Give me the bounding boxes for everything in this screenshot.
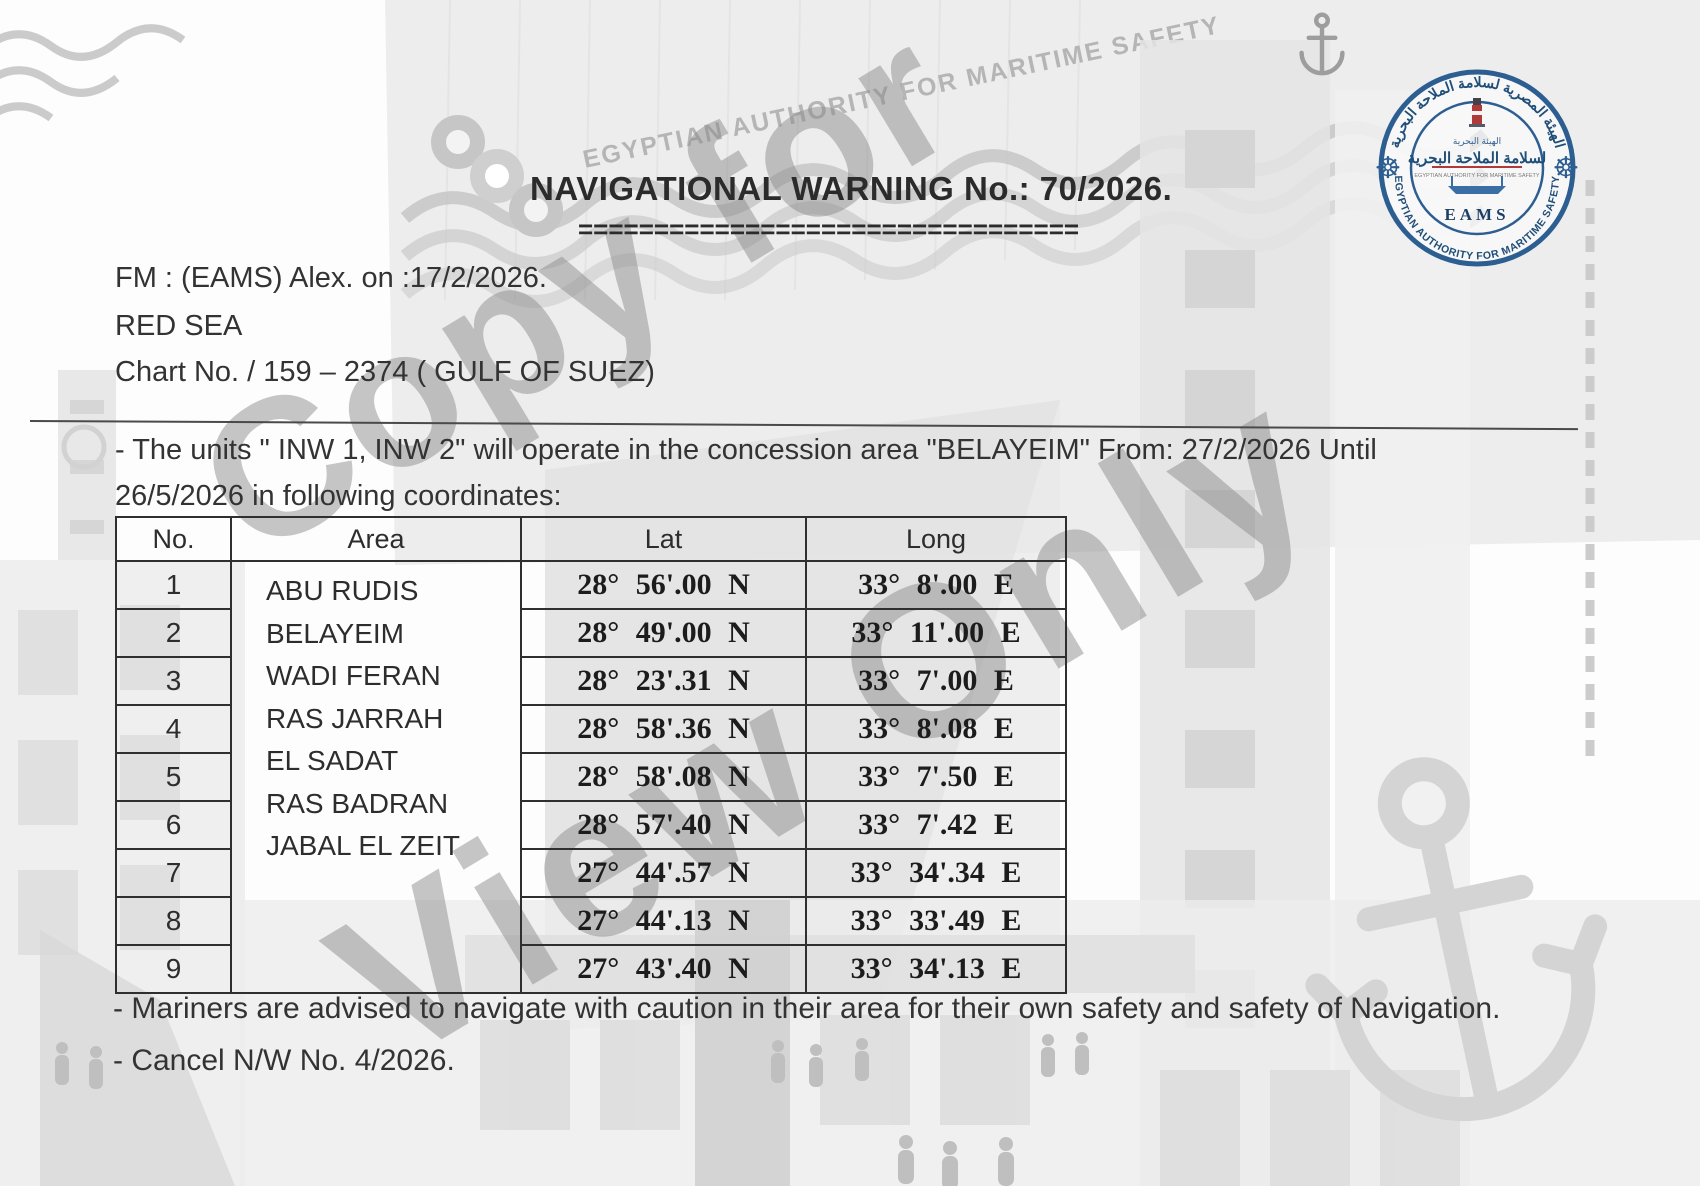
ship-wheel-icon: ☸ (1553, 152, 1580, 185)
stamp-abbr: EAMS (1444, 205, 1509, 224)
row-no: 8 (115, 896, 232, 946)
long-value: 33° 34'.13 E (805, 944, 1067, 994)
header-lat: Lat (520, 516, 807, 562)
table-row: 2 28° 49'.00 N 33° 11'.00 E (115, 608, 1067, 658)
table-row: 3 28° 23'.31 N 33° 7'.00 E (115, 656, 1067, 706)
area-name: ABU RUDIS (266, 575, 419, 606)
people-figures (55, 1032, 1089, 1186)
header-long: Long (805, 516, 1067, 562)
anchor-icon-small (1299, 12, 1345, 76)
long-value: 33° 7'.50 E (805, 752, 1067, 802)
lat-value: 27° 43'.40 N (520, 944, 807, 994)
long-value: 33° 33'.49 E (805, 896, 1067, 946)
porthole-icons (431, 115, 563, 237)
eams-stamp: الهيئة المصرية لسلامة الملاحة البحرية EG… (1375, 69, 1580, 267)
row-no: 6 (115, 800, 232, 850)
row-no: 5 (115, 752, 232, 802)
lat-value: 28° 56'.00 N (520, 560, 807, 610)
table-row: 4 28° 58'.36 N 33° 8'.08 E (115, 704, 1067, 754)
area-name: RAS BADRAN (266, 787, 449, 819)
lat-value: 28° 58'.36 N (520, 704, 807, 754)
header-no: No. (115, 516, 232, 562)
table-row: 6 28° 57'.40 N 33° 7'.42 E (115, 800, 1067, 850)
boat-icon (1448, 176, 1506, 194)
wave-logo-topleft (0, 24, 186, 122)
coordinates-table: No. Area Lat Long 1 ABU RUDIS BELAYEIM W… (115, 516, 1067, 994)
area-name: BELAYEIM (266, 617, 404, 649)
area-name: EL SADAT (266, 745, 399, 776)
storefront-windows (480, 1015, 1460, 1186)
from-line: FM : (EAMS) Alex. on :17/2/2026. (115, 262, 547, 294)
stamp-arabic-small: الهيئة البحرية (1453, 136, 1501, 147)
cancel-line: - Cancel N/W No. 4/2026. (113, 1044, 455, 1077)
area-cell: ABU RUDIS BELAYEIM WADI FERAN RAS JARRAH… (230, 560, 522, 994)
table-row: 1 ABU RUDIS BELAYEIM WADI FERAN RAS JARR… (115, 560, 1067, 994)
divider-line (29, 420, 1578, 431)
long-value: 33° 7'.42 E (805, 800, 1067, 850)
lat-value: 28° 58'.08 N (520, 752, 807, 802)
small-building-logo (61, 424, 107, 470)
bottom-left-roof (40, 930, 235, 1186)
chart-number-line: Chart No. / 159 – 2374 ( GULF OF SUEZ) (115, 356, 655, 388)
area-name: JABAL EL ZEIT (266, 830, 460, 861)
stamp-arabic-main: لسلامة الملاحة البحرية (1408, 150, 1546, 167)
ship-wheel-icon: ☸ (1375, 152, 1402, 185)
row-no: 4 (115, 704, 232, 754)
lat-value: 28° 23'.31 N (520, 656, 807, 706)
body-line-1: - The units " INW 1, INW 2" will operate… (115, 434, 1377, 466)
anchor-icon-large (1305, 757, 1608, 1122)
advisory-line: - Mariners are advised to navigate with … (113, 992, 1501, 1025)
row-no: 7 (115, 848, 232, 898)
row-no: 2 (115, 608, 232, 658)
body-line-2: 26/5/2026 in following coordinates: (115, 480, 562, 512)
lat-value: 27° 44'.13 N (520, 896, 807, 946)
area-name: RAS JARRAH (266, 702, 444, 734)
long-value: 33° 34'.34 E (805, 848, 1067, 898)
lat-value: 28° 57'.40 N (520, 800, 807, 850)
table-row: 5 28° 58'.08 N 33° 7'.50 E (115, 752, 1067, 802)
long-value: 33° 8'.08 E (805, 704, 1067, 754)
row-no: 3 (115, 656, 232, 706)
table-row: 8 27° 44'.13 N 33° 33'.49 E (115, 896, 1067, 946)
lat-value: 28° 49'.00 N (520, 608, 807, 658)
lat-value: 27° 44'.57 N (520, 848, 807, 898)
document-title: NAVIGATIONAL WARNING No.: 70/2026. (530, 170, 1173, 207)
row-no: 1 (115, 560, 232, 610)
area-name: WADI FERAN (266, 660, 441, 691)
row-no: 9 (115, 944, 232, 994)
long-value: 33° 11'.00 E (805, 608, 1067, 658)
table-row: 7 27° 44'.57 N 33° 34'.34 E (115, 848, 1067, 898)
table-row: 9 27° 43'.40 N 33° 34'.13 E (115, 944, 1067, 994)
table-header-row: No. Area Lat Long (115, 516, 1067, 562)
lighthouse-icon (1469, 98, 1485, 127)
title-underline: ================================= (578, 214, 1080, 244)
region-line: RED SEA (115, 310, 243, 342)
long-value: 33° 7'.00 E (805, 656, 1067, 706)
stamp-micro-text: EGYPTIAN AUTHORITY FOR MARITIME SAFETY (1414, 173, 1540, 179)
header-area: Area (230, 516, 522, 562)
long-value: 33° 8'.00 E (805, 560, 1067, 610)
